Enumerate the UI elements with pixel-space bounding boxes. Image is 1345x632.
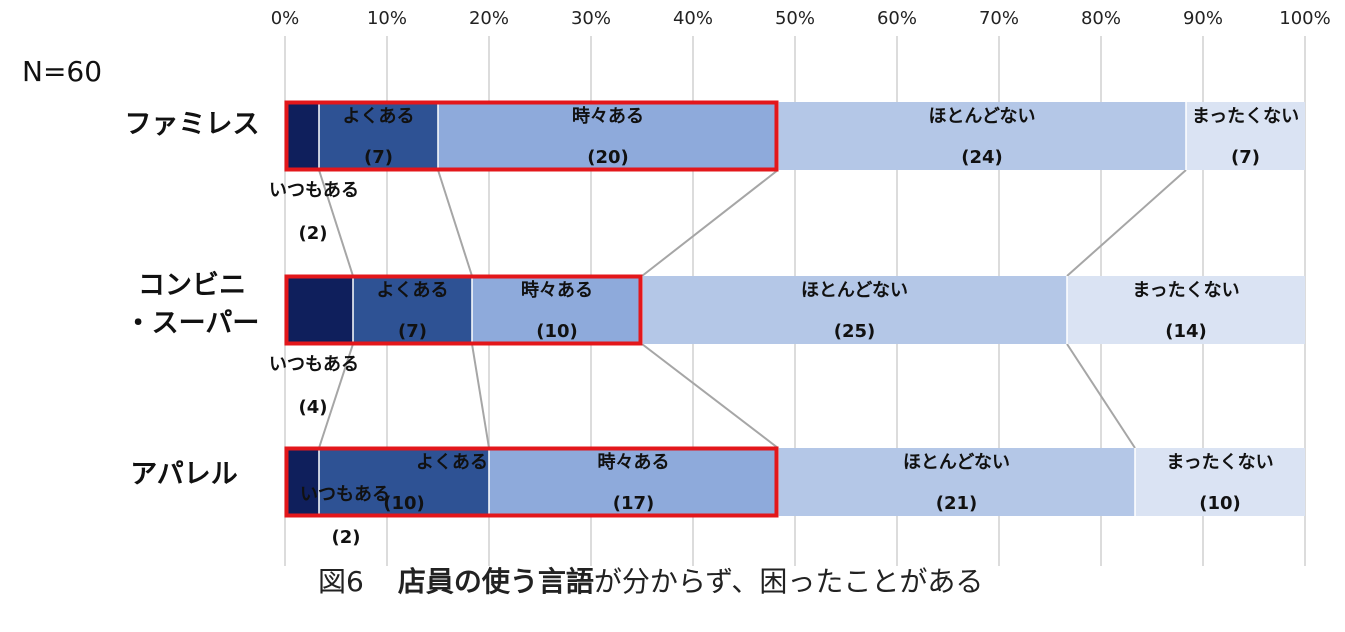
figure-number: 図6 (318, 565, 364, 598)
series-connector-lines (318, 169, 1187, 449)
connector-line (1066, 343, 1136, 449)
series-label: いつもある (269, 354, 359, 375)
category-label: ・スーパー (125, 308, 260, 339)
figure-caption: 図6 店員の使う言語が分からず、困ったことがある (318, 560, 983, 600)
bar-segment (438, 102, 778, 170)
highlight-box (284, 446, 779, 518)
category-label: コンビニ (138, 270, 246, 301)
bar-segment (319, 448, 489, 516)
x-tick-label: 70% (979, 8, 1019, 29)
series-label: ほとんどない (903, 452, 1010, 473)
value-label: (17) (613, 493, 655, 514)
connector-line (437, 169, 473, 277)
series-label: ほとんどない (928, 106, 1035, 127)
highlight-box (284, 274, 643, 346)
bar-segment (353, 276, 472, 344)
series-label: まったくない (1132, 280, 1239, 301)
bar-segment (285, 448, 319, 516)
bars (285, 102, 1305, 516)
value-label: (25) (834, 321, 876, 342)
bar-segment (1186, 102, 1305, 170)
bar-segment (642, 276, 1067, 344)
bar-segment (1135, 448, 1305, 516)
connector-line (641, 343, 779, 449)
highlight-boxes (284, 100, 779, 518)
bar-segment (472, 276, 642, 344)
bar-segment (778, 448, 1135, 516)
connector-line (1066, 169, 1187, 277)
series-label: 時々ある (598, 452, 670, 473)
bar-segment (319, 102, 438, 170)
x-tick-label: 0% (271, 8, 300, 29)
value-label: (7) (364, 147, 393, 168)
value-label: (24) (961, 147, 1003, 168)
category-label: ファミレス (125, 109, 260, 140)
segment-labels: いつもある (2) よくある (7) 時々ある (20) ほとんどない (24) まったくない (… (269, 106, 1299, 548)
value-label: (10) (1199, 493, 1241, 514)
value-label: (10) (536, 321, 578, 342)
value-label: (20) (587, 147, 629, 168)
series-label: よくある (343, 106, 415, 127)
bar-segment (1067, 276, 1305, 344)
series-label: まったくない (1192, 106, 1299, 127)
series-label: 時々ある (572, 106, 644, 127)
connector-line (471, 343, 490, 449)
x-tick-label: 20% (469, 8, 509, 29)
series-label: よくある (377, 280, 449, 301)
x-tick-label: 100% (1279, 8, 1330, 29)
value-label: (7) (398, 321, 427, 342)
x-axis-ticks: 0% 10% 20% 30% 40% 50% 60% 70% 80% 90% 100% (271, 8, 1331, 29)
series-label: よくある (416, 452, 488, 473)
bar-segment (778, 102, 1186, 170)
bar-segment (285, 276, 353, 344)
bar-segment (285, 102, 319, 170)
category-label: アパレル (130, 459, 237, 490)
connector-line (318, 343, 354, 449)
x-tick-label: 40% (673, 8, 713, 29)
x-tick-label: 50% (775, 8, 815, 29)
value-label: (2) (332, 527, 361, 548)
caption-rest: が分からず、困ったことがある (593, 565, 984, 598)
connector-line (318, 169, 354, 277)
sample-size-label: N=60 (22, 55, 102, 88)
bar-segment (489, 448, 778, 516)
value-label: (21) (936, 493, 978, 514)
series-label: ほとんどない (801, 280, 908, 301)
caption-bold: 店員の使う言語 (397, 565, 594, 598)
x-tick-label: 60% (877, 8, 917, 29)
series-label: 時々ある (521, 280, 593, 301)
value-label: (7) (1231, 147, 1260, 168)
highlight-box (284, 100, 779, 172)
value-label: (10) (383, 493, 425, 514)
x-tick-label: 90% (1183, 8, 1223, 29)
x-tick-label: 80% (1081, 8, 1121, 29)
value-label: (14) (1165, 321, 1207, 342)
series-label: いつもある (300, 484, 390, 505)
series-label: まったくない (1166, 452, 1273, 473)
value-label: (4) (299, 397, 328, 418)
x-tick-label: 30% (571, 8, 611, 29)
series-label: いつもある (269, 180, 359, 201)
x-tick-label: 10% (367, 8, 407, 29)
connector-line (641, 169, 779, 277)
value-label: (2) (299, 223, 328, 244)
